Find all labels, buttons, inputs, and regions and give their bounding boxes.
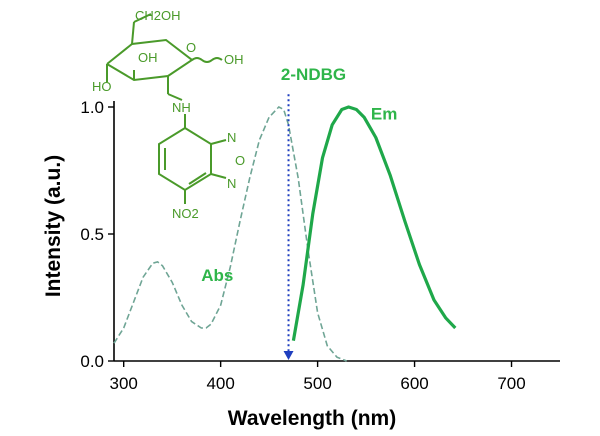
series-line-abs <box>113 106 347 362</box>
series-line-em <box>291 105 457 341</box>
compound-marker-arrow <box>283 351 294 360</box>
y-tick-label: 1.0 <box>80 98 104 117</box>
x-axis-title: Wavelength (nm) <box>228 407 396 430</box>
oh-right-label: OH <box>224 52 244 67</box>
ch2oh-label: CH2OH <box>135 8 181 23</box>
plot-area: 0.0 0.5 1.0 300 400 500 600 700 Wavelength (nm) I… <box>42 65 560 430</box>
y-tick-label: 0.0 <box>80 352 104 371</box>
oh-mid-label: OH <box>138 50 158 65</box>
x-tick-label: 300 <box>110 374 138 393</box>
series-label-em: Em <box>371 105 397 124</box>
no2-label: NO2 <box>172 206 199 221</box>
n-bottom-label: N <box>227 176 236 191</box>
n-top-label: N <box>227 130 236 145</box>
ring-oxygen-label: O <box>186 40 196 55</box>
x-tick-label: 700 <box>497 374 525 393</box>
y-axis-title: Intensity (a.u.) <box>42 155 65 297</box>
compound-name-label: 2-NDBG <box>281 65 346 84</box>
ndbg-structure <box>106 13 227 204</box>
ho-left-label: HO <box>92 79 112 94</box>
y-tick-label: 0.5 <box>80 225 104 244</box>
x-tick-label: 400 <box>206 374 234 393</box>
x-tick-label: 600 <box>400 374 428 393</box>
o-oxadiazole-label: O <box>235 153 245 168</box>
nh-label: NH <box>172 100 191 115</box>
x-tick-label: 500 <box>303 374 331 393</box>
series-label-abs: Abs <box>201 266 233 285</box>
